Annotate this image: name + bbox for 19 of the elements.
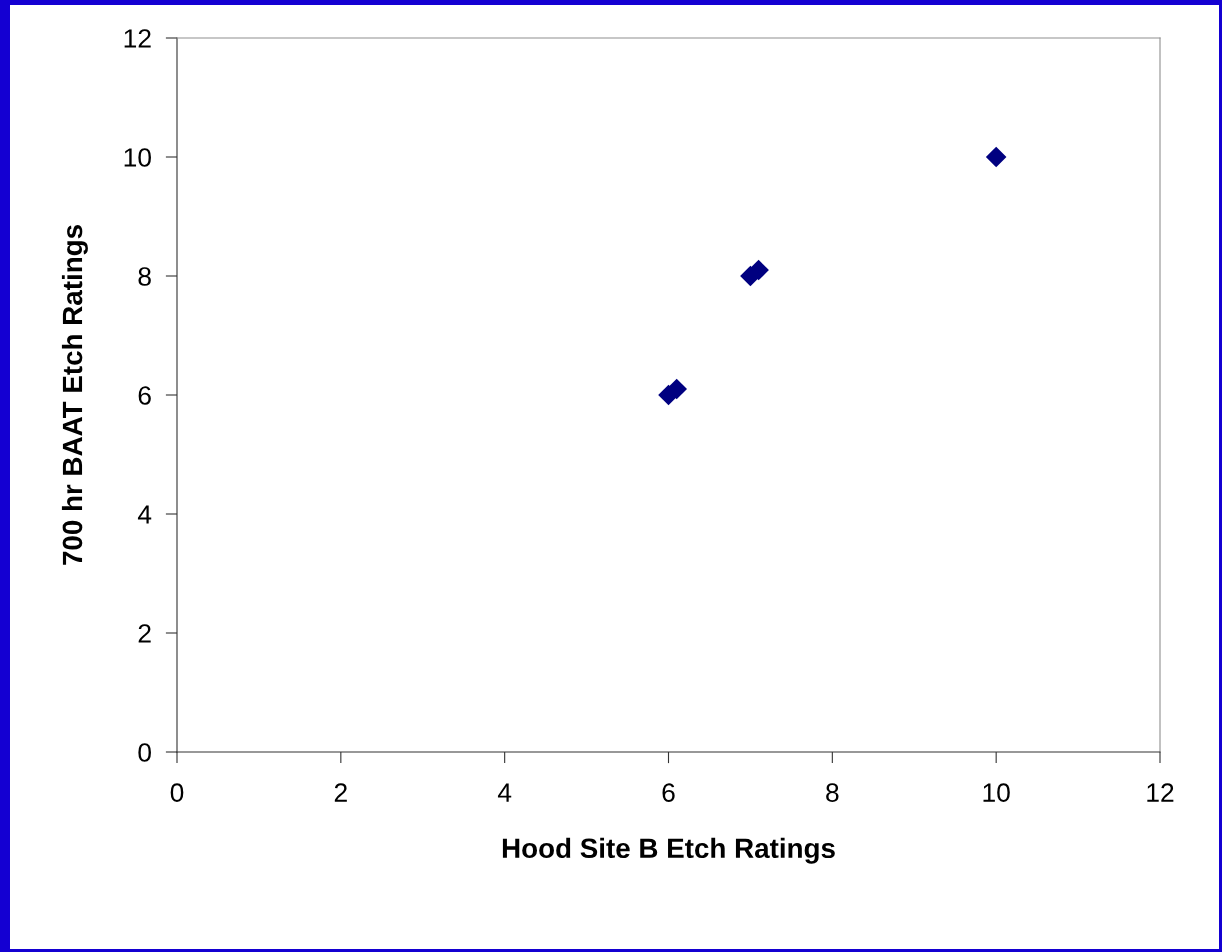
y-tick-label: 12 — [124, 29, 151, 48]
point — [666, 378, 687, 400]
x-tick-label: 4 — [497, 783, 512, 802]
x-tick-label: 2 — [334, 783, 347, 802]
y-tick-label: 4 — [137, 505, 152, 524]
y-axis-title: 700 hr BAAT Etch Ratings — [61, 225, 88, 565]
x-tick-label: 8 — [826, 783, 839, 802]
y-tick-label: 8 — [138, 267, 151, 286]
x-tick-label: 12 — [1147, 783, 1174, 802]
point — [985, 146, 1007, 168]
x-tick-label: 10 — [983, 783, 1010, 802]
y-tick-label: 0 — [138, 743, 151, 762]
x-tick-label: 6 — [662, 783, 675, 802]
point — [748, 259, 769, 281]
y-tick-label: 10 — [124, 148, 151, 167]
x-axis-title: Hood Site B Etch Ratings — [502, 837, 835, 864]
y-tick-label: 2 — [138, 624, 151, 643]
y-tick-label: 6 — [138, 386, 151, 405]
x-tick-label: 0 — [170, 783, 184, 802]
